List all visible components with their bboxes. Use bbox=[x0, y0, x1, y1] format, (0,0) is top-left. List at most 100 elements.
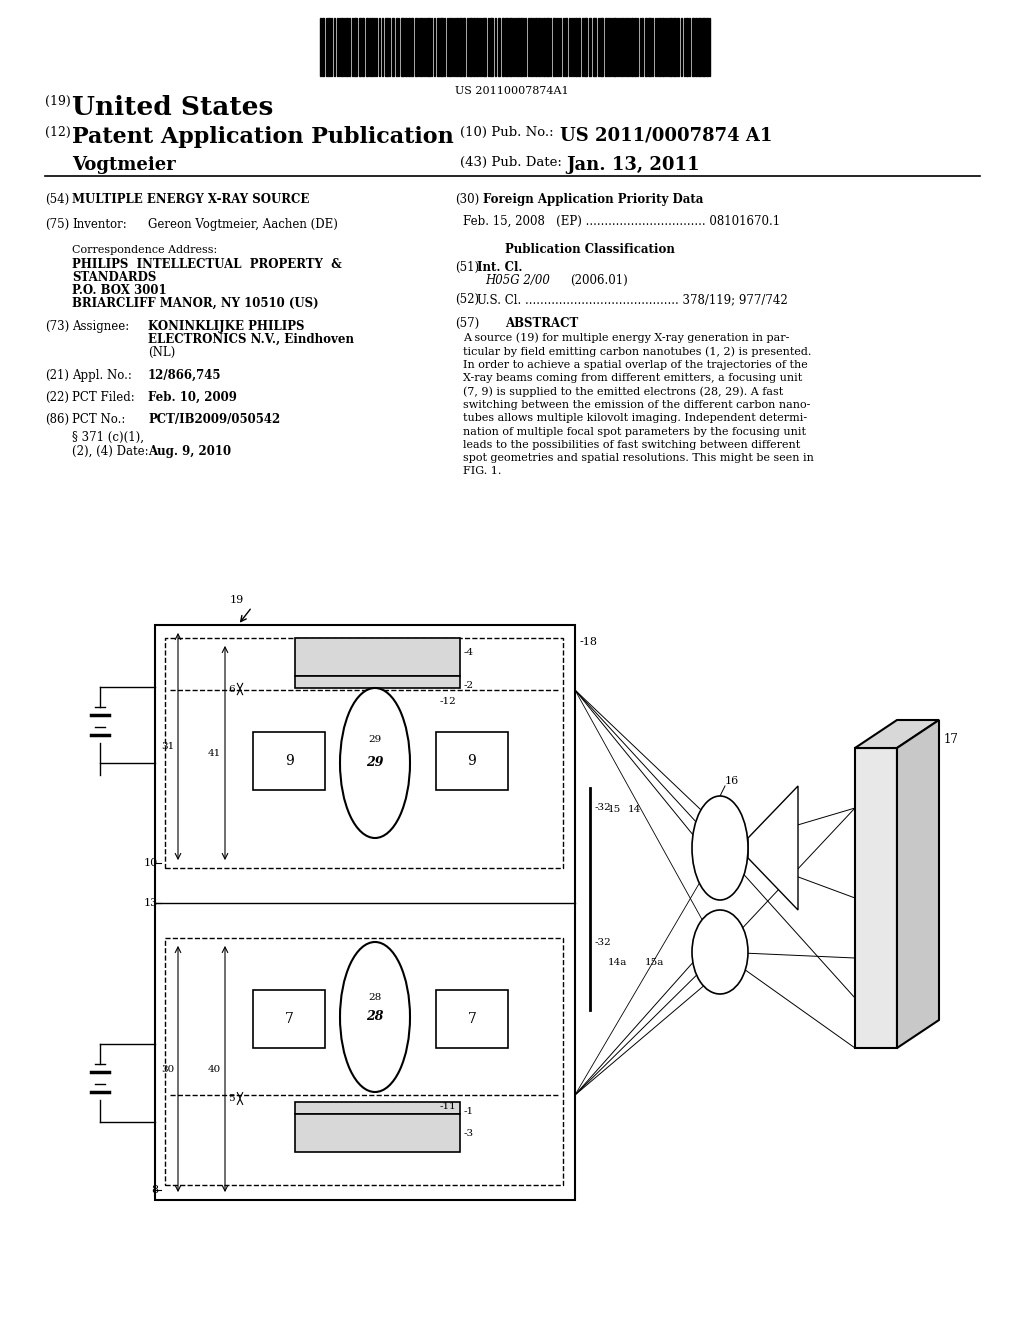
Bar bbox=[692, 18, 694, 77]
Text: -12: -12 bbox=[440, 697, 457, 706]
Text: BRIARCLIFF MANOR, NY 10510 (US): BRIARCLIFF MANOR, NY 10510 (US) bbox=[72, 297, 318, 310]
Bar bbox=[613, 18, 616, 77]
Bar bbox=[677, 18, 679, 77]
Text: STANDARDS: STANDARDS bbox=[72, 271, 157, 284]
Text: PCT/IB2009/050542: PCT/IB2009/050542 bbox=[148, 413, 281, 426]
Text: (86): (86) bbox=[45, 413, 70, 426]
Bar bbox=[509, 18, 512, 77]
Bar bbox=[295, 1114, 460, 1152]
Text: (54): (54) bbox=[45, 193, 70, 206]
Text: 12/866,745: 12/866,745 bbox=[148, 370, 221, 381]
Bar bbox=[411, 18, 413, 77]
Text: Inventor:: Inventor: bbox=[72, 218, 127, 231]
Text: (21): (21) bbox=[45, 370, 69, 381]
Bar bbox=[420, 18, 422, 77]
Text: (19): (19) bbox=[45, 95, 71, 108]
Bar bbox=[659, 18, 662, 77]
Text: ABSTRACT: ABSTRACT bbox=[505, 317, 579, 330]
Bar bbox=[415, 18, 417, 77]
Bar bbox=[401, 18, 404, 77]
Bar bbox=[706, 18, 708, 77]
Text: (51): (51) bbox=[455, 261, 479, 275]
Text: P.O. BOX 3001: P.O. BOX 3001 bbox=[72, 284, 167, 297]
Text: 17: 17 bbox=[944, 733, 958, 746]
Bar bbox=[346, 18, 348, 77]
Text: (75): (75) bbox=[45, 218, 70, 231]
Text: ELECTRONICS N.V., Eindhoven: ELECTRONICS N.V., Eindhoven bbox=[148, 333, 354, 346]
Bar bbox=[406, 18, 407, 77]
Bar bbox=[608, 18, 610, 77]
Bar bbox=[295, 1102, 460, 1114]
Bar bbox=[621, 18, 623, 77]
Bar bbox=[476, 18, 478, 77]
Bar bbox=[295, 638, 460, 676]
Bar bbox=[600, 18, 603, 77]
Text: Feb. 15, 2008   (EP) ................................ 08101670.1: Feb. 15, 2008 (EP) .....................… bbox=[463, 215, 780, 228]
Text: Feb. 10, 2009: Feb. 10, 2009 bbox=[148, 391, 237, 404]
Bar bbox=[553, 18, 555, 77]
Bar bbox=[295, 676, 460, 688]
Text: 14: 14 bbox=[628, 805, 641, 814]
Bar bbox=[436, 990, 508, 1048]
Text: 10: 10 bbox=[143, 858, 158, 869]
Bar bbox=[669, 18, 672, 77]
Text: Correspondence Address:: Correspondence Address: bbox=[72, 246, 217, 255]
Bar bbox=[155, 624, 575, 1200]
Text: 19: 19 bbox=[230, 595, 245, 605]
Text: (2), (4) Date:: (2), (4) Date: bbox=[72, 445, 148, 458]
Bar bbox=[645, 18, 647, 77]
Bar bbox=[543, 18, 545, 77]
Bar bbox=[463, 18, 465, 77]
Bar bbox=[341, 18, 343, 77]
Bar bbox=[392, 18, 394, 77]
Text: Vogtmeier: Vogtmeier bbox=[72, 156, 176, 174]
Text: PHILIPS  INTELLECTUAL  PROPERTY  &: PHILIPS INTELLECTUAL PROPERTY & bbox=[72, 257, 342, 271]
Ellipse shape bbox=[692, 909, 748, 994]
Text: Jan. 13, 2011: Jan. 13, 2011 bbox=[566, 156, 699, 174]
Bar bbox=[605, 18, 607, 77]
Bar bbox=[473, 18, 475, 77]
Bar bbox=[385, 18, 388, 77]
Ellipse shape bbox=[340, 688, 410, 838]
Text: PCT Filed:: PCT Filed: bbox=[72, 391, 135, 404]
Text: (30): (30) bbox=[455, 193, 479, 206]
Text: US 2011/0007874 A1: US 2011/0007874 A1 bbox=[560, 125, 772, 144]
Bar bbox=[631, 18, 633, 77]
Text: 28: 28 bbox=[367, 1011, 384, 1023]
Bar bbox=[589, 18, 591, 77]
Text: 30: 30 bbox=[162, 1064, 175, 1073]
Text: 28: 28 bbox=[369, 993, 382, 1002]
Text: -2: -2 bbox=[464, 681, 474, 690]
Bar bbox=[456, 18, 458, 77]
Bar bbox=[328, 18, 330, 77]
Text: § 371 (c)(1),: § 371 (c)(1), bbox=[72, 432, 144, 444]
Text: 29: 29 bbox=[367, 756, 384, 770]
Text: (43) Pub. Date:: (43) Pub. Date: bbox=[460, 156, 562, 169]
Bar bbox=[535, 18, 537, 77]
Bar bbox=[498, 18, 500, 77]
Bar bbox=[648, 18, 651, 77]
Text: (NL): (NL) bbox=[148, 346, 175, 359]
Bar bbox=[366, 18, 368, 77]
Text: -32: -32 bbox=[595, 803, 611, 812]
Bar bbox=[253, 990, 325, 1048]
Text: 16: 16 bbox=[725, 776, 739, 785]
Bar bbox=[427, 18, 430, 77]
Text: Assignee:: Assignee: bbox=[72, 319, 129, 333]
Text: -11: -11 bbox=[440, 1102, 457, 1111]
Text: Gereon Vogtmeier, Aachen (DE): Gereon Vogtmeier, Aachen (DE) bbox=[148, 218, 338, 231]
Ellipse shape bbox=[692, 796, 748, 900]
Bar bbox=[626, 18, 628, 77]
Bar bbox=[469, 18, 472, 77]
Bar bbox=[165, 638, 563, 869]
Bar bbox=[517, 18, 519, 77]
Text: -4: -4 bbox=[464, 648, 474, 657]
Bar bbox=[686, 18, 688, 77]
Bar bbox=[354, 18, 357, 77]
Text: H05G 2/00: H05G 2/00 bbox=[485, 275, 550, 286]
Text: Foreign Application Priority Data: Foreign Application Priority Data bbox=[483, 193, 703, 206]
Text: 7: 7 bbox=[468, 1012, 476, 1026]
Text: 9: 9 bbox=[468, 754, 476, 768]
Polygon shape bbox=[748, 785, 798, 909]
Bar bbox=[546, 18, 549, 77]
